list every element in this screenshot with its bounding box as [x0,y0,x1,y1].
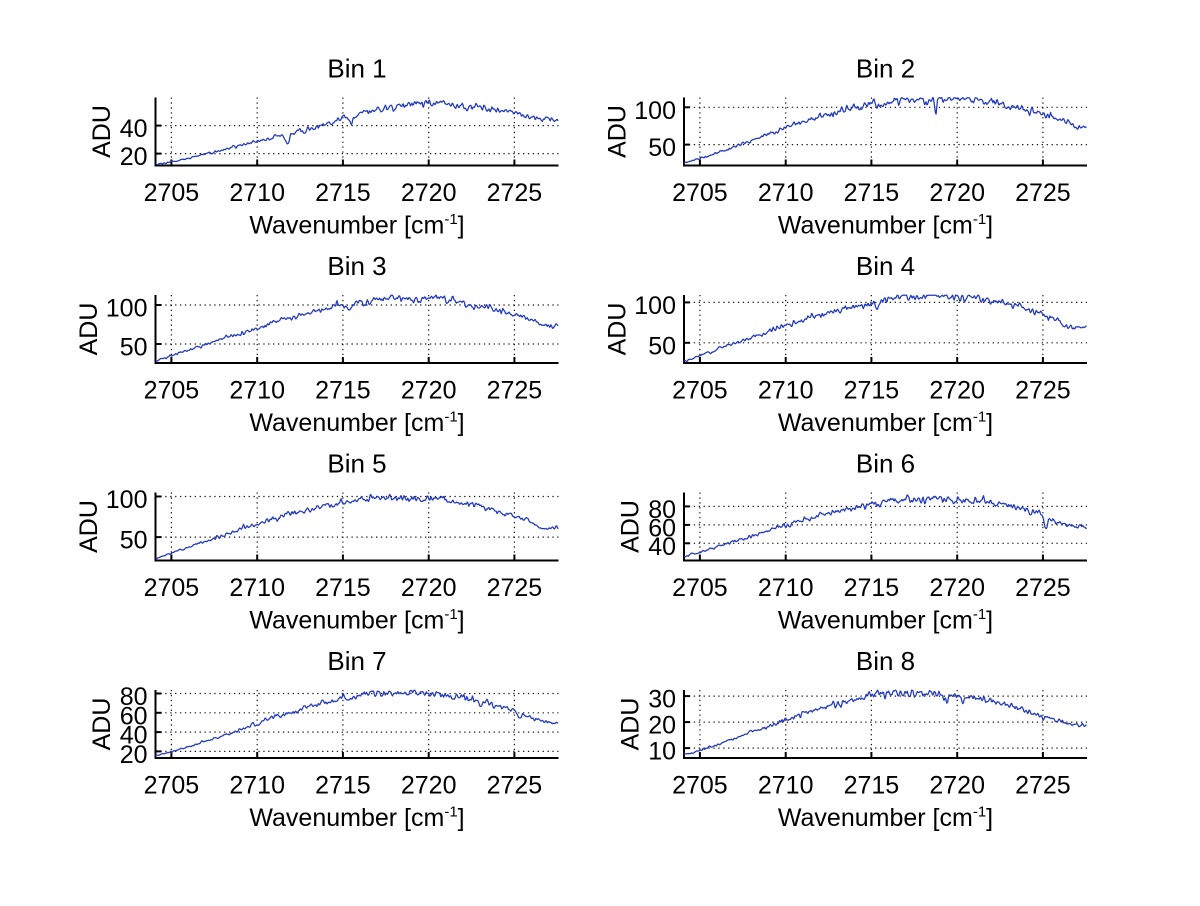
svg-text:2725: 2725 [487,574,543,602]
svg-text:60: 60 [120,702,148,730]
svg-text:Bin 5: Bin 5 [327,449,386,479]
svg-text:2705: 2705 [672,574,728,602]
svg-text:2720: 2720 [929,574,985,602]
svg-text:2715: 2715 [844,574,900,602]
svg-text:2725: 2725 [1015,377,1071,405]
svg-text:Bin 8: Bin 8 [856,646,915,676]
svg-text:20: 20 [648,712,676,740]
svg-text:2725: 2725 [1015,179,1071,207]
svg-text:Bin 7: Bin 7 [327,646,386,676]
svg-text:ADU: ADU [604,303,632,356]
svg-text:Wavenumber [cm-1]: Wavenumber [cm-1] [249,804,464,833]
svg-text:2710: 2710 [758,574,814,602]
svg-text:2720: 2720 [401,377,457,405]
svg-text:2705: 2705 [672,772,728,800]
svg-text:ADU: ADU [88,698,116,751]
svg-text:2715: 2715 [844,179,900,207]
svg-text:2710: 2710 [229,179,285,207]
svg-text:2720: 2720 [929,377,985,405]
svg-text:2705: 2705 [144,179,200,207]
svg-text:ADU: ADU [617,698,645,751]
svg-text:50: 50 [120,527,148,555]
svg-text:2720: 2720 [929,179,985,207]
svg-text:2715: 2715 [315,377,371,405]
svg-text:100: 100 [106,486,148,514]
svg-text:Wavenumber [cm-1]: Wavenumber [cm-1] [249,606,464,635]
svg-text:Wavenumber [cm-1]: Wavenumber [cm-1] [778,804,993,833]
svg-text:2705: 2705 [144,772,200,800]
svg-text:2705: 2705 [144,574,200,602]
svg-text:2705: 2705 [144,377,200,405]
svg-text:2725: 2725 [487,377,543,405]
svg-text:ADU: ADU [617,500,645,553]
svg-text:2705: 2705 [672,377,728,405]
svg-text:2710: 2710 [229,574,285,602]
svg-text:40: 40 [120,722,148,750]
svg-text:2710: 2710 [229,772,285,800]
svg-text:2710: 2710 [758,179,814,207]
svg-text:ADU: ADU [75,500,103,553]
svg-text:2720: 2720 [401,574,457,602]
svg-text:80: 80 [648,496,676,524]
svg-text:2725: 2725 [487,179,543,207]
svg-text:20: 20 [120,143,148,171]
svg-text:ADU: ADU [88,105,116,158]
svg-text:30: 30 [648,686,676,714]
svg-text:50: 50 [648,332,676,360]
svg-text:Wavenumber [cm-1]: Wavenumber [cm-1] [249,211,464,240]
svg-text:100: 100 [634,292,676,320]
svg-text:10: 10 [648,738,676,766]
svg-text:2725: 2725 [1015,574,1071,602]
svg-text:Wavenumber [cm-1]: Wavenumber [cm-1] [249,409,464,438]
svg-text:Bin 6: Bin 6 [856,449,915,479]
svg-text:60: 60 [648,514,676,542]
svg-text:2715: 2715 [315,179,371,207]
svg-text:50: 50 [120,334,148,362]
svg-text:2720: 2720 [401,772,457,800]
svg-text:2710: 2710 [758,772,814,800]
svg-text:2710: 2710 [758,377,814,405]
svg-text:2715: 2715 [315,574,371,602]
svg-text:Wavenumber [cm-1]: Wavenumber [cm-1] [778,211,993,240]
svg-text:Bin 4: Bin 4 [856,251,915,281]
svg-text:20: 20 [120,741,148,769]
svg-text:2715: 2715 [844,772,900,800]
svg-text:2725: 2725 [487,772,543,800]
svg-text:40: 40 [648,533,676,561]
svg-text:2720: 2720 [401,179,457,207]
svg-text:Wavenumber [cm-1]: Wavenumber [cm-1] [778,409,993,438]
svg-text:2725: 2725 [1015,772,1071,800]
svg-text:Wavenumber [cm-1]: Wavenumber [cm-1] [778,606,993,635]
svg-text:40: 40 [120,115,148,143]
svg-text:Bin 3: Bin 3 [327,251,386,281]
svg-text:100: 100 [106,295,148,323]
svg-text:Bin 2: Bin 2 [856,54,915,84]
svg-text:2715: 2715 [844,377,900,405]
svg-text:2715: 2715 [315,772,371,800]
svg-text:80: 80 [120,683,148,711]
svg-text:2705: 2705 [672,179,728,207]
svg-text:ADU: ADU [604,105,632,158]
svg-text:ADU: ADU [75,303,103,356]
svg-text:2710: 2710 [229,377,285,405]
svg-text:100: 100 [634,97,676,125]
svg-text:50: 50 [648,134,676,162]
svg-text:Bin 1: Bin 1 [327,54,386,84]
svg-text:2720: 2720 [929,772,985,800]
